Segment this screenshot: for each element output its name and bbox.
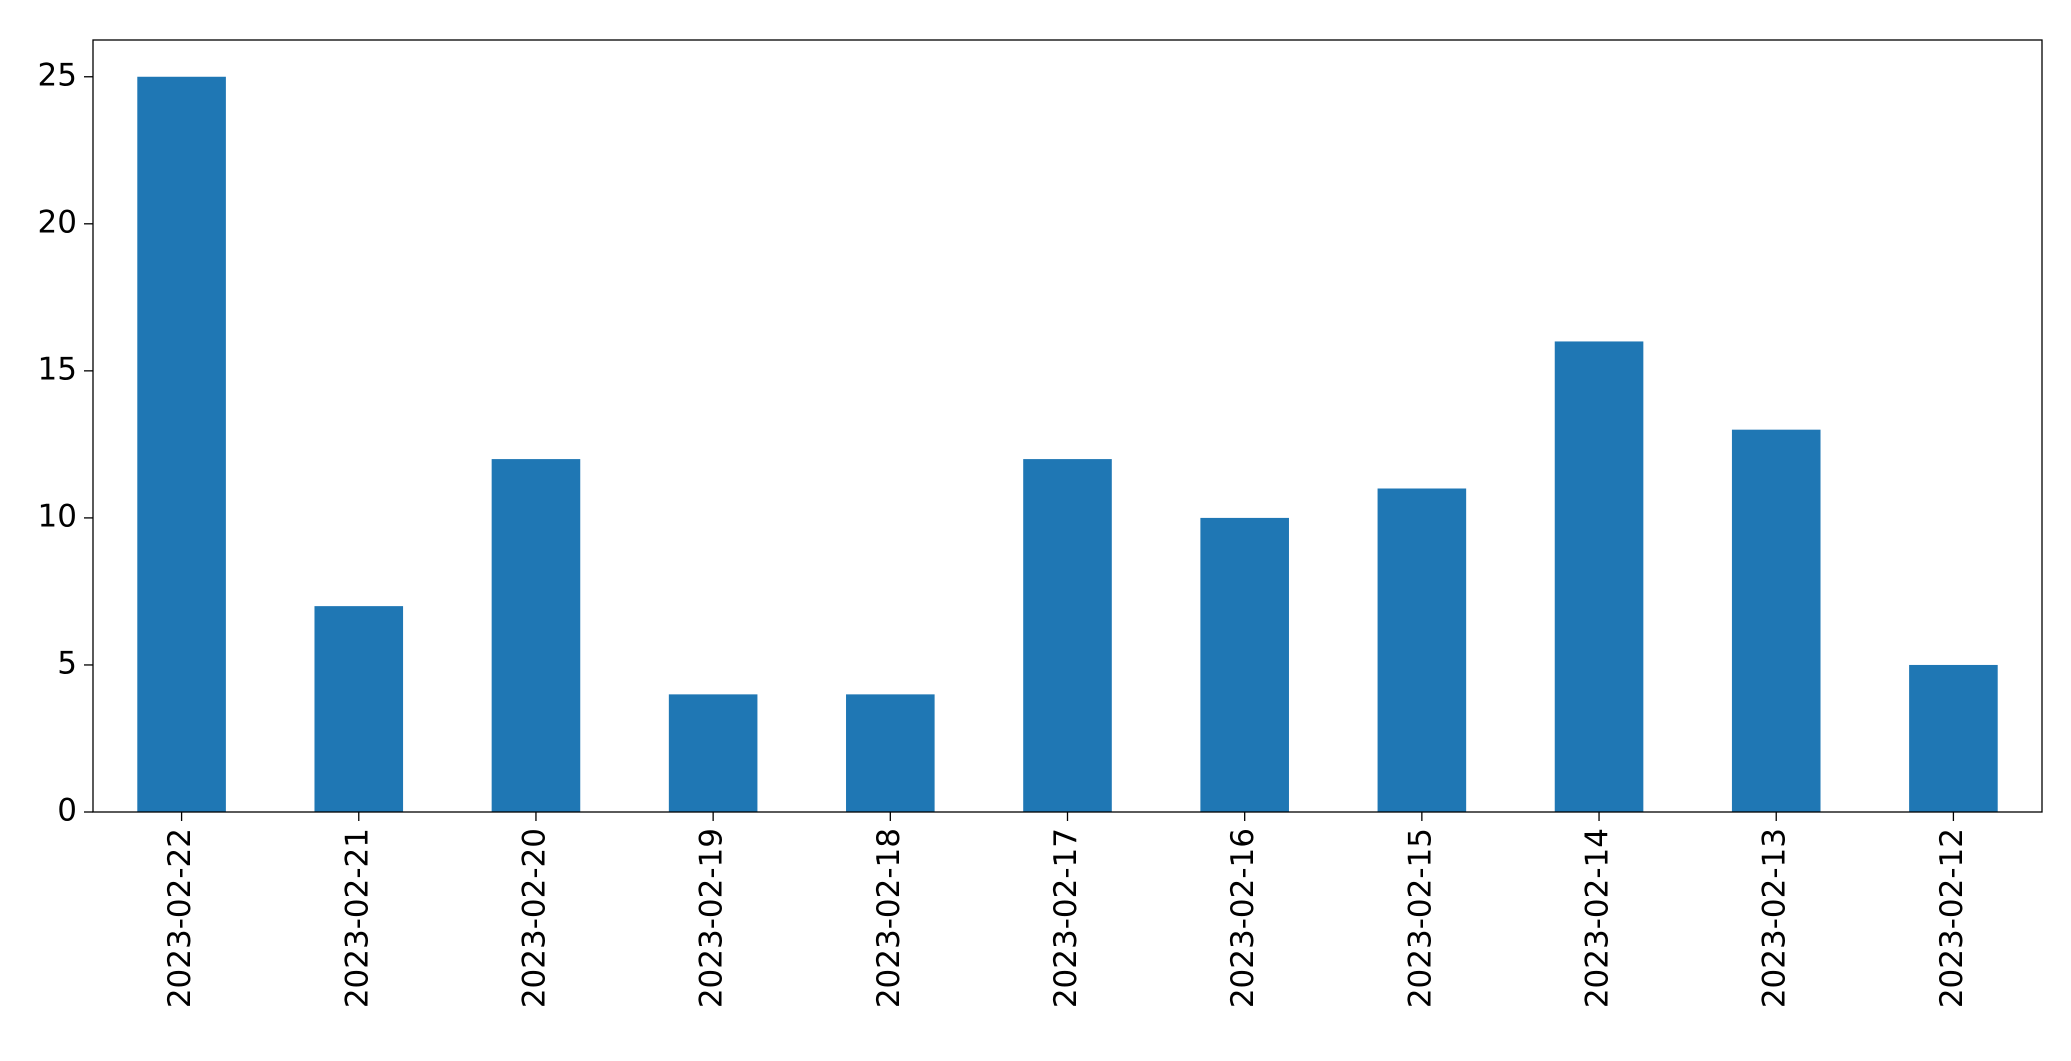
- bar: [846, 694, 935, 812]
- x-tick-label: 2023-02-22: [162, 828, 198, 1008]
- x-tick-label: 2023-02-19: [694, 828, 730, 1008]
- x-tick-label: 2023-02-15: [1402, 828, 1438, 1008]
- bar: [491, 459, 581, 812]
- bar: [1023, 459, 1112, 812]
- bar: [1200, 517, 1289, 812]
- x-tick-label: 2023-02-20: [516, 828, 552, 1008]
- y-tick-label: 15: [38, 351, 77, 387]
- x-tick-label: 2023-02-16: [1225, 828, 1261, 1008]
- bar: [1909, 664, 1998, 812]
- bar: [1554, 341, 1644, 812]
- bar: [137, 76, 226, 812]
- plot-frame: [92, 39, 2043, 813]
- x-tick-label: 2023-02-21: [339, 828, 375, 1008]
- x-tick-label: 2023-02-18: [871, 828, 907, 1008]
- x-tick-label: 2023-02-12: [1934, 828, 1970, 1008]
- bar: [1377, 488, 1467, 812]
- x-tick-label: 2023-02-17: [1048, 828, 1084, 1008]
- y-tick-label: 5: [57, 645, 77, 681]
- bar: [1731, 429, 1821, 812]
- y-tick-label: 20: [38, 204, 77, 240]
- y-tick-label: 10: [38, 498, 77, 534]
- y-tick-label: 0: [57, 793, 77, 829]
- x-tick-label: 2023-02-14: [1580, 828, 1616, 1008]
- bar: [314, 606, 404, 812]
- bar: [668, 694, 758, 812]
- y-tick-label: 25: [38, 57, 77, 93]
- x-tick-label: 2023-02-13: [1757, 828, 1793, 1008]
